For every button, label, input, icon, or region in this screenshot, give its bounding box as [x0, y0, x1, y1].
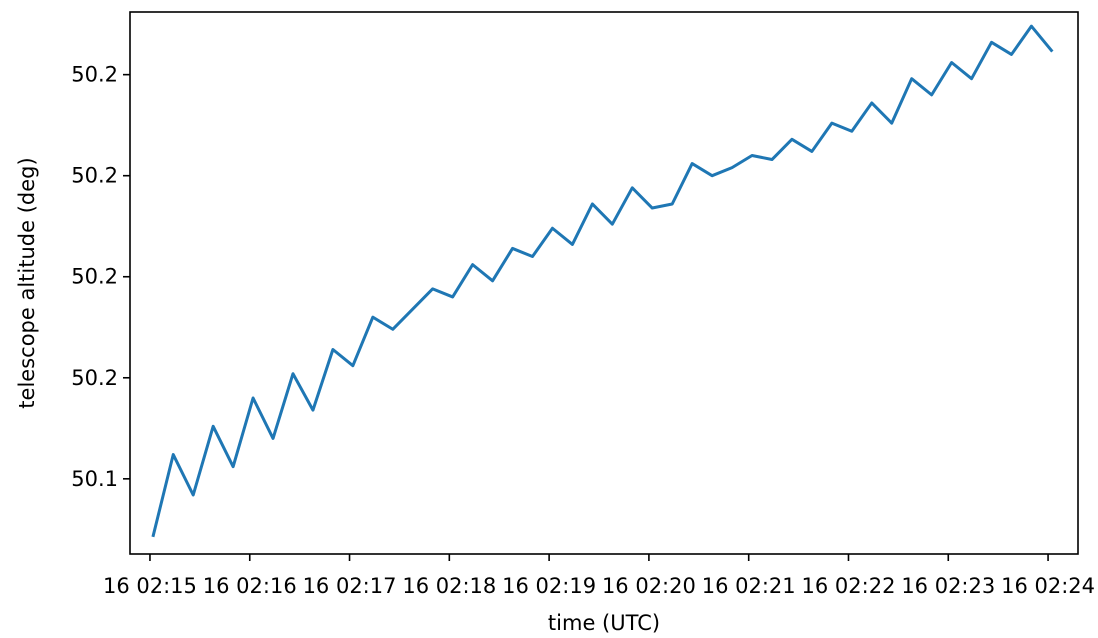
y-tick-label: 50.2 — [71, 366, 118, 390]
x-tick-label: 16 02:20 — [602, 574, 696, 598]
series-layer — [151, 24, 1054, 538]
series-line — [151, 24, 1054, 538]
y-tick-label: 50.1 — [71, 467, 118, 491]
x-tick-label: 16 02:23 — [901, 574, 995, 598]
y-tick-label: 50.2 — [71, 164, 118, 188]
y-axis: 50.150.250.250.250.250.2 — [71, 63, 130, 491]
x-axis: 16 02:15 16 02:16 16 02:17 16 02:18 16 02:19… — [103, 554, 1095, 598]
x-tick-label: 16 02:15 — [103, 574, 197, 598]
x-tick-label: 16 02:24 — [1001, 574, 1095, 598]
plot-area — [129, 11, 1079, 555]
y-tick-label: 50.2 — [71, 63, 118, 87]
y-axis-label: telescope altitude (deg) — [15, 157, 39, 408]
x-tick-label: 16 02:18 — [402, 574, 496, 598]
x-tick-label: 16 02:16 — [203, 574, 297, 598]
x-tick-label: 16 02:19 — [502, 574, 596, 598]
x-tick-label: 16 02:17 — [303, 574, 397, 598]
x-axis-label: time (UTC) — [548, 611, 660, 635]
x-tick-label: 16 02:21 — [702, 574, 796, 598]
y-tick-label: 50.2 — [71, 265, 118, 289]
x-tick-label: 16 02:22 — [802, 574, 896, 598]
